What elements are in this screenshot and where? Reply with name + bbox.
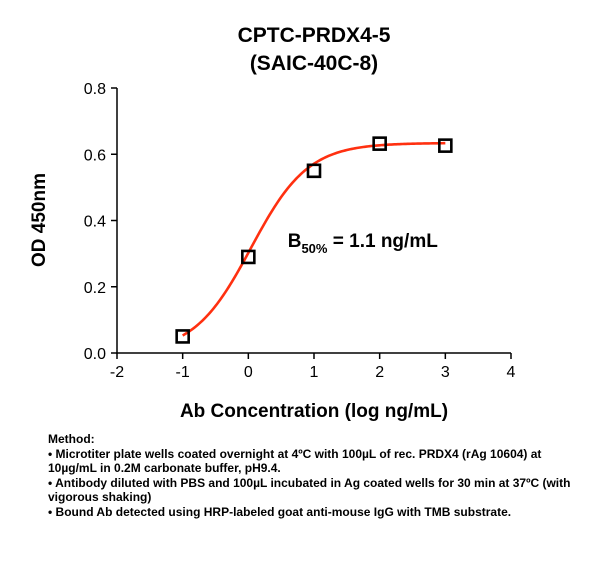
x-tick-label: -2 — [110, 364, 124, 381]
x-tick-label: 3 — [441, 364, 450, 381]
y-tick-label: 0.4 — [84, 214, 106, 231]
method-notes: Method: • Microtiter plate wells coated … — [48, 432, 588, 519]
x-tick-label: 0 — [244, 364, 253, 381]
x-tick-label: 4 — [507, 364, 516, 381]
x-tick-label: 2 — [375, 364, 384, 381]
y-tick-label: 0.6 — [84, 147, 106, 164]
chart-title-line-2: (SAIC-40C-8) — [250, 52, 378, 75]
chart: CPTC-PRDX4-5 (SAIC-40C-8) -2 -1 0 1 2 3 4 0.0 0.… — [29, 24, 516, 422]
y-tick-label: 0.0 — [84, 346, 106, 363]
x-axis-title: Ab Concentration (log ng/mL) — [180, 401, 448, 422]
y-axis-title: OD 450nm — [29, 173, 50, 267]
method-item-2: • Antibody diluted with PBS and 100µL in… — [48, 475, 571, 505]
data-point — [175, 329, 190, 344]
data-point — [241, 249, 256, 265]
y-tick-label: 0.2 — [84, 280, 106, 297]
chart-title-line-1: CPTC-PRDX4-5 — [238, 24, 391, 47]
b50-annotation-value: = 1.1 ng/mL — [327, 231, 438, 252]
ticks: -2 -1 0 1 2 3 4 0.0 0.2 0.4 0.6 0.8 — [84, 81, 516, 381]
method-item-3: • Bound Ab detected using HRP-labeled go… — [48, 504, 512, 519]
data-point — [306, 163, 322, 179]
b50-annotation-main: B — [288, 231, 302, 252]
x-tick-label: 1 — [310, 364, 319, 381]
axes — [116, 88, 511, 354]
data-point — [438, 138, 453, 153]
data-point — [372, 136, 387, 151]
method-heading: Method: — [48, 432, 95, 446]
y-tick-label: 0.8 — [84, 81, 106, 98]
points-layer — [175, 136, 453, 344]
b50-annotation: B50% = 1.1 ng/mL — [288, 231, 438, 256]
b50-annotation-subscript: 50% — [301, 241, 327, 256]
x-tick-label: -1 — [176, 364, 190, 381]
method-item-1: • Microtiter plate wells coated overnigh… — [48, 446, 542, 476]
